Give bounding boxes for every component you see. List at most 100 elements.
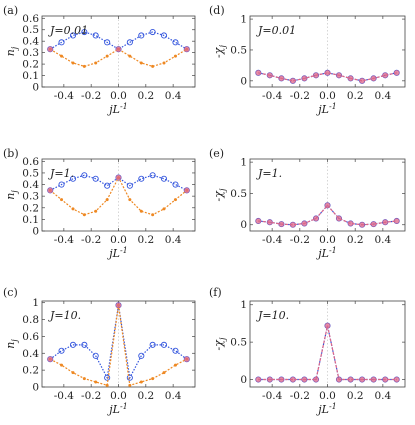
data-point: [382, 219, 389, 226]
data-point: [138, 175, 145, 182]
data-point: [47, 187, 53, 194]
x-tick-label: -0.2: [290, 234, 310, 246]
y-axis-label-sub: j: [10, 339, 19, 344]
data-point: [278, 376, 285, 383]
data-point: [301, 220, 308, 227]
data-point: [149, 341, 156, 348]
data-point: [184, 356, 190, 362]
x-tick-label: 0.0: [319, 90, 336, 102]
data-point: [359, 376, 365, 383]
data-point: [301, 376, 308, 383]
data-point: [81, 341, 88, 348]
data-point: [370, 221, 377, 227]
data-point: [290, 78, 296, 84]
x-axis-label-sup: -1: [329, 102, 337, 111]
y-axis-label: -χj: [212, 45, 227, 58]
y-axis-label: -χj: [212, 188, 227, 201]
data-point: [173, 54, 177, 58]
data-point: [313, 72, 319, 79]
panel-tag: (c): [3, 286, 18, 299]
parameter-label: J=10.: [48, 309, 81, 322]
x-axis-label: jL-1: [315, 246, 337, 260]
x-tick-label: 0.2: [137, 390, 154, 402]
data-point: [162, 371, 166, 375]
panel-a: -0.4 -0.2 0.0 0.2 0.400.10.20.30.40.50.6(a)J…: [3, 4, 196, 116]
data-point: [172, 181, 179, 188]
y-tick-label: 0.8: [22, 314, 39, 326]
y-tick-label: 0.2: [22, 59, 39, 71]
y-tick-label: 1: [32, 297, 39, 309]
data-point: [126, 182, 133, 189]
data-point: [313, 215, 319, 222]
x-axis-label-sup: -1: [329, 402, 337, 411]
y-tick-label: 0.4: [22, 348, 39, 360]
data-point: [151, 64, 155, 68]
y-tick-label: 1: [240, 14, 247, 26]
data-point: [290, 221, 296, 228]
y-tick-label: 0: [32, 82, 39, 94]
data-point: [278, 221, 285, 227]
x-tick-label: -0.4: [262, 390, 283, 402]
data-point: [393, 218, 400, 224]
data-point: [92, 175, 99, 182]
panel-tag: (e): [209, 147, 224, 160]
y-tick-label: 0.3: [22, 191, 39, 203]
x-tick-label: -0.2: [81, 234, 101, 246]
data-point: [370, 75, 377, 82]
data-point: [126, 39, 133, 46]
data-point: [151, 377, 155, 381]
data-point: [347, 75, 354, 82]
data-point: [104, 182, 111, 189]
x-tick-label: -0.4: [54, 90, 75, 102]
data-point: [69, 32, 77, 39]
x-axis-label: jL-1: [315, 102, 337, 116]
data-point: [115, 174, 122, 181]
parameter-label: J=0.01: [256, 24, 296, 37]
data-point: [382, 376, 389, 383]
data-point: [69, 341, 77, 348]
y-axis-label-sub: j: [218, 337, 227, 342]
panel-e: -0.4 -0.2 0.0 0.2 0.4 0 0.5 1 (e) J=1. jL-1 -χj: [209, 147, 406, 260]
data-point: [81, 172, 88, 179]
data-point: [173, 363, 177, 367]
data-point: [160, 175, 168, 182]
data-point: [94, 61, 98, 65]
data-point: [149, 28, 156, 36]
data-point: [115, 46, 122, 53]
y-tick-label: 0: [240, 219, 247, 231]
x-axis-label-sup: -1: [120, 102, 128, 111]
data-point: [82, 64, 86, 68]
data-point: [172, 347, 179, 354]
x-tick-label: 0.2: [137, 90, 154, 102]
data-point: [347, 220, 354, 227]
x-tick-label: -0.2: [81, 390, 101, 402]
x-tick-label: -0.2: [81, 90, 101, 102]
x-axis-label-sup: -1: [120, 402, 128, 411]
data-point: [47, 356, 53, 362]
data-point: [71, 371, 75, 375]
data-point: [184, 46, 190, 53]
y-tick-label: 0: [32, 382, 39, 394]
y-tick-label: 0.5: [230, 337, 247, 349]
y-tick-label: 0.2: [22, 202, 39, 214]
x-tick-label: 0.2: [347, 234, 364, 246]
data-point: [160, 32, 168, 39]
series-line: [49, 305, 188, 380]
data-point: [47, 46, 53, 53]
panel-tag: (f): [209, 286, 222, 299]
data-point: [82, 213, 86, 217]
x-tick-label: 0.0: [110, 390, 127, 402]
y-tick-label: 1: [240, 299, 247, 311]
x-tick-label: -0.4: [54, 234, 75, 246]
y-tick-label: 0.1: [22, 214, 39, 226]
data-point: [92, 32, 99, 39]
data-point: [313, 376, 319, 383]
data-point: [393, 376, 400, 383]
data-point: [359, 78, 365, 84]
x-tick-label: -0.4: [262, 234, 283, 246]
data-point: [370, 376, 377, 383]
panel-f: -0.4 -0.2 0.0 0.2 0.4 0 0.5 1 (f) J=10. jL-1 -χj: [209, 286, 406, 416]
data-point: [160, 341, 168, 348]
y-tick-label: 1: [240, 157, 247, 169]
x-tick-label: -0.2: [290, 90, 310, 102]
